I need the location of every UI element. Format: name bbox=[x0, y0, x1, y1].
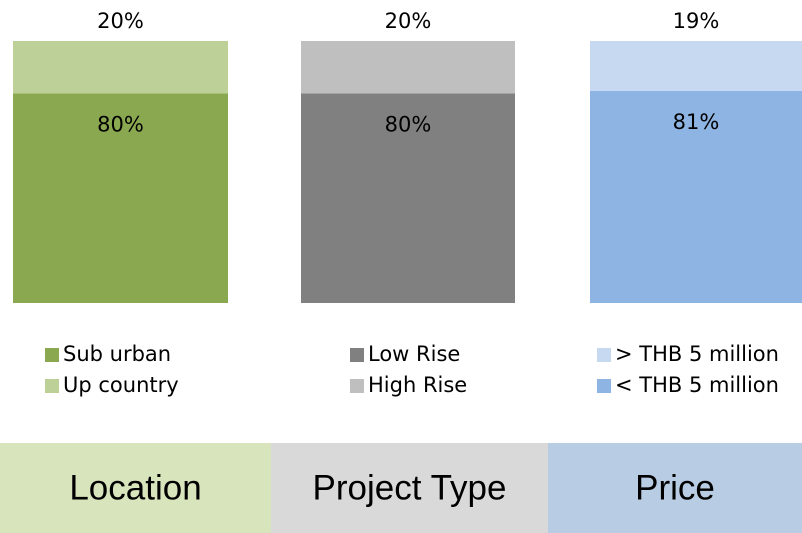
legend-swatch bbox=[45, 348, 59, 362]
value-label: 19% bbox=[673, 9, 720, 33]
bar-segment bbox=[590, 41, 802, 91]
legend-swatch bbox=[350, 379, 364, 393]
legend-label: > THB 5 million bbox=[615, 342, 779, 366]
bar-segment bbox=[590, 90, 802, 303]
category-label: Project Type bbox=[313, 468, 507, 507]
legend-label: Up country bbox=[63, 373, 179, 397]
legend-label: Sub urban bbox=[63, 342, 171, 366]
value-label: 80% bbox=[97, 112, 144, 136]
bar-segment bbox=[301, 41, 515, 94]
value-label: 80% bbox=[385, 112, 432, 136]
legend-swatch bbox=[45, 379, 59, 393]
legend-swatch bbox=[597, 348, 611, 362]
category-band bbox=[271, 443, 548, 533]
category-band bbox=[0, 443, 271, 533]
bar-segment bbox=[13, 93, 228, 304]
category-label: Location bbox=[69, 468, 201, 507]
bar-segment bbox=[13, 41, 228, 94]
legend-label: Low Rise bbox=[368, 342, 460, 366]
category-label: Price bbox=[635, 468, 715, 507]
value-label: 20% bbox=[385, 9, 432, 33]
legend-label: < THB 5 million bbox=[615, 373, 779, 397]
category-band bbox=[548, 443, 802, 533]
value-label: 81% bbox=[673, 110, 720, 134]
legend-swatch bbox=[597, 379, 611, 393]
legend-label: High Rise bbox=[368, 373, 467, 397]
legend-swatch bbox=[350, 348, 364, 362]
value-label: 20% bbox=[97, 9, 144, 33]
bar-segment bbox=[301, 93, 515, 304]
